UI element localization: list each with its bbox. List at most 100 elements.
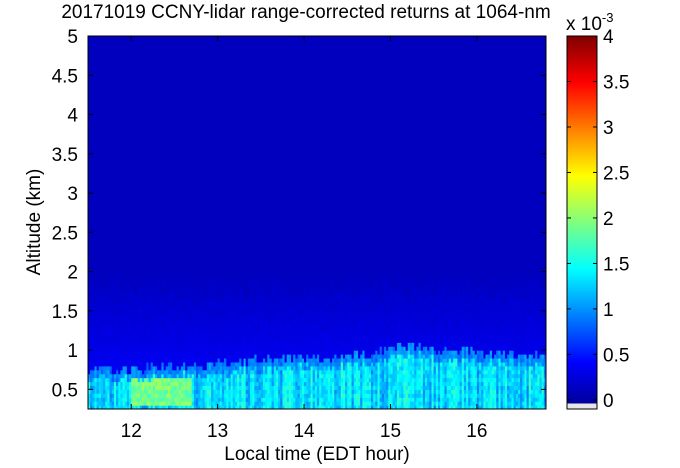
heatmap-cell: [241, 299, 245, 304]
heatmap-cell: [159, 381, 163, 387]
heatmap-cell: [429, 389, 433, 394]
heatmap-cell: [239, 397, 242, 402]
heatmap-cell: [271, 330, 275, 335]
heatmap-cell: [142, 397, 145, 402]
heatmap-cell: [183, 377, 186, 383]
heatmap-cell: [239, 385, 242, 390]
heatmap-cell: [219, 381, 223, 387]
heatmap-cell: [183, 369, 186, 375]
heatmap-cell: [146, 302, 150, 308]
heatmap-cell: [204, 373, 208, 379]
heatmap-cell: [211, 342, 214, 347]
heatmap-cell: [191, 326, 195, 332]
heatmap-cell: [137, 354, 141, 359]
heatmap-cell: [386, 318, 389, 324]
heatmap-cell: [98, 350, 102, 355]
heatmap-cell: [355, 354, 359, 359]
heatmap-cell: [265, 326, 268, 332]
heatmap-cell: [437, 346, 441, 351]
heatmap-cell: [271, 342, 275, 347]
heatmap-cell: [383, 377, 387, 383]
heatmap-cell: [200, 405, 204, 409]
heatmap-cell: [273, 385, 277, 390]
heatmap-cell: [234, 322, 238, 328]
heatmap-cell: [340, 401, 344, 406]
heatmap-cell: [396, 326, 400, 332]
heatmap-cell: [92, 334, 96, 339]
heatmap-cell: [327, 361, 331, 367]
heatmap-cell: [116, 330, 119, 335]
heatmap-cell: [178, 381, 182, 387]
heatmap-cell: [202, 299, 206, 304]
heatmap-cell: [176, 330, 180, 335]
heatmap-cell: [269, 361, 273, 367]
heatmap-cell: [433, 393, 437, 398]
heatmap-cell: [286, 389, 290, 394]
heatmap-cell: [230, 377, 234, 383]
heatmap-cell: [170, 302, 173, 308]
heatmap-cell: [347, 326, 351, 332]
heatmap-cell: [388, 310, 392, 316]
heatmap-cell: [433, 354, 437, 359]
heatmap-cell: [407, 361, 411, 367]
heatmap-cell: [267, 357, 271, 363]
heatmap-cell: [154, 393, 158, 398]
heatmap-cell: [371, 350, 374, 355]
heatmap-cell: [247, 405, 251, 409]
heatmap-cell: [196, 330, 199, 335]
heatmap-cell: [142, 318, 145, 324]
heatmap-cell: [243, 381, 247, 387]
heatmap-cell: [418, 365, 422, 371]
heatmap-cell: [308, 330, 312, 335]
heatmap-cell: [364, 405, 368, 409]
heatmap-cell: [422, 377, 426, 383]
heatmap-cell: [271, 326, 275, 332]
heatmap-cell: [377, 365, 381, 371]
heatmap-cell: [157, 401, 160, 406]
heatmap-cell: [105, 350, 109, 355]
heatmap-cell: [254, 322, 258, 328]
heatmap-cell: [269, 299, 273, 304]
heatmap-cell: [178, 401, 182, 406]
heatmap-cell: [137, 314, 141, 320]
heatmap-cell: [239, 405, 242, 409]
heatmap-cell: [308, 385, 312, 390]
heatmap-cell: [170, 389, 173, 394]
heatmap-cell: [189, 322, 193, 328]
heatmap-cell: [349, 334, 353, 339]
heatmap-cell: [407, 354, 411, 359]
heatmap-cell: [92, 302, 96, 308]
heatmap-cell: [342, 318, 346, 324]
heatmap-cell: [165, 318, 169, 324]
heatmap-cell: [150, 385, 154, 390]
heatmap-cell: [124, 338, 128, 343]
heatmap-cell: [321, 314, 325, 320]
heatmap-cell: [116, 389, 119, 394]
heatmap-cell: [144, 310, 147, 316]
heatmap-cell: [135, 306, 139, 312]
heatmap-cell: [148, 338, 152, 343]
heatmap-cell: [90, 314, 93, 320]
heatmap-cell: [349, 275, 353, 281]
heatmap-cell: [90, 377, 93, 383]
heatmap-cell: [204, 405, 208, 409]
heatmap-cell: [416, 377, 420, 383]
heatmap-cell: [431, 385, 435, 390]
heatmap-cell: [208, 318, 212, 324]
heatmap-cell: [237, 369, 240, 375]
heatmap-cell: [437, 302, 441, 308]
heatmap-cell: [239, 334, 242, 339]
heatmap-cell: [118, 346, 122, 351]
heatmap-cell: [211, 397, 214, 402]
heatmap-cell: [167, 334, 171, 339]
heatmap-cell: [256, 405, 260, 409]
heatmap-cell: [144, 373, 147, 379]
heatmap-cell: [360, 295, 363, 300]
heatmap-cell: [139, 306, 143, 312]
heatmap-cell: [100, 314, 104, 320]
heatmap-cell: [196, 397, 199, 402]
heatmap-cell: [280, 381, 284, 387]
heatmap-cell: [282, 350, 286, 355]
heatmap-cell: [286, 381, 290, 387]
heatmap-cell: [258, 397, 262, 402]
